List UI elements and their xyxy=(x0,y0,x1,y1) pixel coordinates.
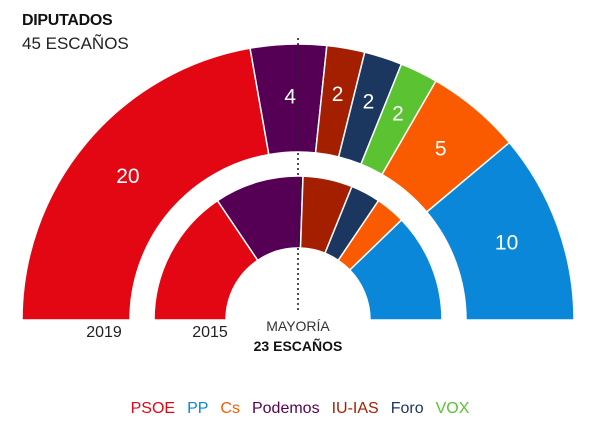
legend-item-psoe: PSOE xyxy=(130,400,176,417)
legend: PSOE PP Cs Podemos IU-IAS Foro VOX xyxy=(0,400,600,418)
seat-label-2019-pp: 10 xyxy=(495,232,518,255)
seat-segment-2015-psoe xyxy=(153,199,259,321)
year-label-2019: 2019 xyxy=(86,324,122,341)
legend-item-cs: Cs xyxy=(220,400,240,417)
year-label-2015: 2015 xyxy=(192,324,228,341)
majority-label: MAYORÍA xyxy=(266,318,330,334)
seat-label-2019-iu-ias: 2 xyxy=(332,83,344,106)
chart-subtitle: 45 ESCAÑOS xyxy=(22,34,129,53)
seat-segment-2015-pp xyxy=(348,218,443,321)
seat-label-2019-vox: 2 xyxy=(392,103,404,126)
legend-item-pp: PP xyxy=(187,400,209,417)
chart-title: DIPUTADOS xyxy=(22,12,113,29)
seat-label-2019-cs: 5 xyxy=(435,137,447,160)
seat-label-2019-foro: 2 xyxy=(363,91,375,114)
legend-item-vox: VOX xyxy=(435,400,470,417)
seat-segment-2019-pp xyxy=(425,141,575,321)
legend-item-foro: Foro xyxy=(390,400,424,417)
legend-item-podemos: Podemos xyxy=(251,400,320,417)
legend-item-iu-ias: IU-IAS xyxy=(331,400,379,417)
majority-seats-label: 23 ESCAÑOS xyxy=(254,337,343,354)
seat-label-2019-psoe: 20 xyxy=(116,165,139,188)
seat-segment-2019-psoe xyxy=(21,47,270,321)
seat-label-2019-podemos: 4 xyxy=(284,86,296,109)
